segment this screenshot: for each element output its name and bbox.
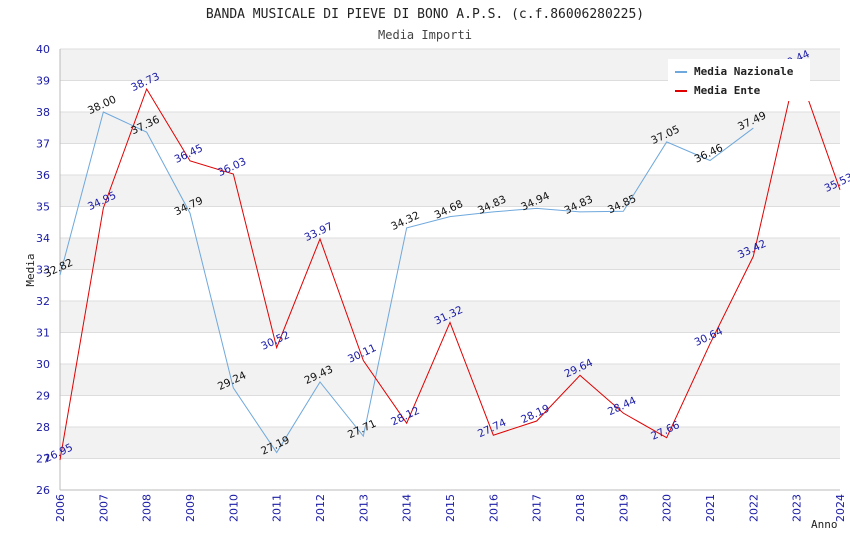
y-tick-label: 30 bbox=[36, 358, 50, 371]
x-tick-label: 2016 bbox=[487, 494, 500, 522]
x-tick-labels: 2006 2007 2008 2009 2010 2011 2012 2013 2014 2015… bbox=[54, 494, 847, 522]
x-tick-label: 2021 bbox=[704, 494, 717, 522]
y-tick-label: 40 bbox=[36, 43, 50, 56]
x-tick-label: 2010 bbox=[227, 494, 240, 522]
grid-band bbox=[60, 238, 840, 270]
x-tick-label: 2014 bbox=[401, 494, 414, 522]
x-tick-label: 2017 bbox=[531, 494, 544, 522]
legend-background bbox=[668, 59, 810, 101]
legend: Media Nazionale Media Ente bbox=[668, 59, 810, 101]
data-label-media-ente: 28.19 bbox=[519, 403, 551, 427]
chart-subtitle: Media Importi bbox=[378, 28, 472, 42]
legend-label-media-ente: Media Ente bbox=[694, 84, 761, 97]
y-tick-label: 37 bbox=[36, 138, 50, 151]
data-label-media-ente: 28.12 bbox=[389, 405, 421, 429]
y-tick-label: 32 bbox=[36, 295, 50, 308]
x-tick-label: 2023 bbox=[791, 494, 804, 522]
y-tick-label: 35 bbox=[36, 201, 50, 214]
y-tick-label: 34 bbox=[36, 232, 50, 245]
x-axis-label: Anno bbox=[811, 518, 838, 531]
axes bbox=[59, 49, 840, 491]
series-lines bbox=[59, 64, 841, 461]
grid-band bbox=[60, 112, 840, 144]
grid-band bbox=[60, 427, 840, 459]
x-tick-label: 2015 bbox=[444, 494, 457, 522]
x-tick-label: 2024 bbox=[834, 494, 847, 522]
grid-bands bbox=[60, 49, 840, 459]
data-label-media-ente: 36.45 bbox=[173, 142, 205, 166]
x-tick-label: 2020 bbox=[661, 494, 674, 522]
y-tick-label: 26 bbox=[36, 484, 50, 497]
legend-label-media-nazionale: Media Nazionale bbox=[694, 65, 794, 78]
data-label-media-ente: 26.95 bbox=[43, 442, 75, 466]
y-tick-labels: 26 27 28 29 30 31 32 33 34 35 36 37 38 39 40 bbox=[36, 43, 50, 497]
grid-band bbox=[60, 364, 840, 396]
y-tick-label: 36 bbox=[36, 169, 50, 182]
x-tick-label: 2007 bbox=[97, 494, 110, 522]
data-label-media-nazionale: 34.32 bbox=[389, 209, 421, 233]
x-tick-label: 2022 bbox=[747, 494, 760, 522]
data-label-media-nazionale: 32.82 bbox=[43, 257, 75, 281]
series-line-media-nazionale bbox=[59, 111, 754, 454]
data-label-media-ente: 30.11 bbox=[346, 342, 378, 366]
x-tick-label: 2011 bbox=[271, 494, 284, 522]
x-tick-label: 2019 bbox=[617, 494, 630, 522]
x-tick-label: 2008 bbox=[141, 494, 154, 522]
y-tick-label: 28 bbox=[36, 421, 50, 434]
series-line-media-ente bbox=[59, 64, 841, 461]
data-label-media-nazionale: 36.46 bbox=[693, 142, 726, 166]
x-tick-label: 2006 bbox=[54, 494, 67, 522]
y-tick-label: 31 bbox=[36, 327, 50, 340]
x-tick-label: 2013 bbox=[357, 494, 370, 522]
x-tick-label: 2012 bbox=[314, 494, 327, 522]
y-tick-label: 33 bbox=[36, 264, 50, 277]
x-tick-label: 2018 bbox=[574, 494, 587, 522]
y-tick-label: 27 bbox=[36, 453, 50, 466]
x-tick-label: 2009 bbox=[184, 494, 197, 522]
y-tick-label: 39 bbox=[36, 75, 50, 88]
data-label-media-ente: 28.44 bbox=[606, 394, 639, 418]
y-tick-label: 29 bbox=[36, 390, 50, 403]
y-axis-label: Media bbox=[24, 253, 37, 286]
chart-title: BANDA MUSICALE DI PIEVE DI BONO A.P.S. (… bbox=[206, 7, 644, 22]
y-tick-label: 38 bbox=[36, 106, 50, 119]
grid-band bbox=[60, 175, 840, 207]
grid-band bbox=[60, 301, 840, 333]
